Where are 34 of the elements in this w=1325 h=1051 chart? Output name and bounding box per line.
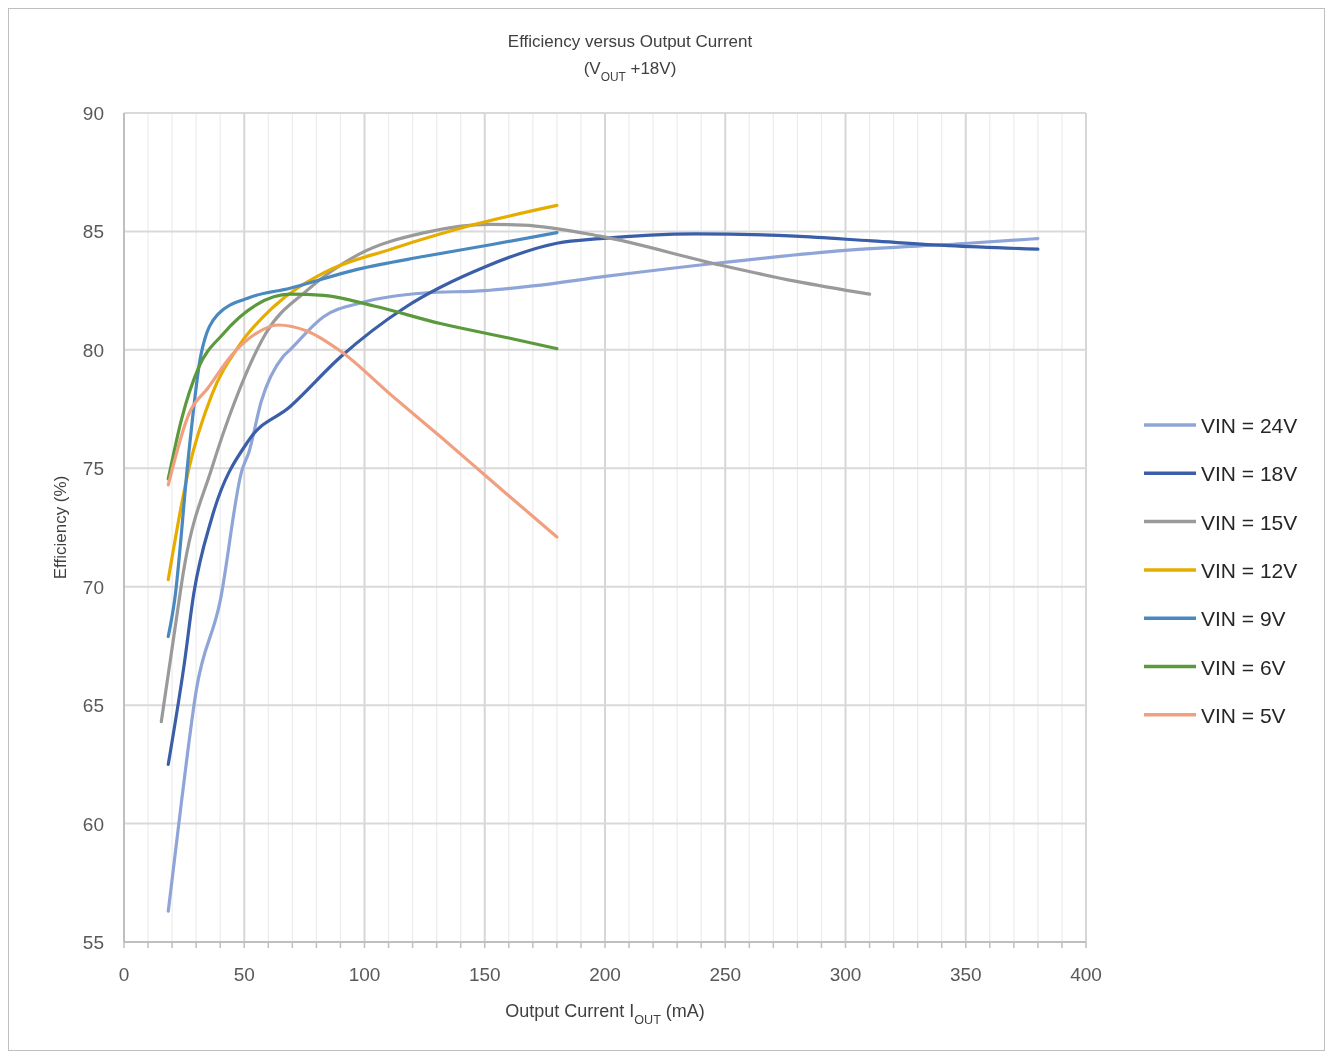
legend-label: VIN = 18V	[1201, 462, 1298, 486]
y-tick-label: 75	[82, 458, 104, 480]
x-axis-title: Output Current I$_{OUT}$ (mA)	[505, 1001, 705, 1027]
x-tick-label: 150	[468, 964, 501, 985]
line-series	[166, 232, 1040, 766]
line-series	[159, 222, 872, 724]
y-tick-label: 55	[82, 932, 104, 953]
line-series	[166, 323, 559, 539]
x-tick-label: 100	[348, 964, 381, 985]
x-tick-label: 350	[949, 964, 982, 985]
line-series	[166, 292, 559, 481]
line-series	[166, 231, 559, 639]
legend-label: VIN = 5V	[1201, 703, 1286, 727]
chart-subtitle: (V$_{OUT}$ +18V)	[583, 59, 677, 84]
legend-label: VIN = 9V	[1201, 607, 1286, 631]
x-tick-label: 200	[589, 964, 621, 985]
y-tick-label: 90	[82, 103, 104, 124]
x-tick-label: 250	[709, 964, 742, 985]
x-tick-label: 50	[233, 964, 255, 985]
x-tick-label: 300	[829, 964, 862, 985]
legend-label: VIN = 15V	[1201, 510, 1298, 534]
line-series	[166, 236, 1040, 913]
y-tick-label: 70	[82, 576, 104, 598]
y-tick-label: 60	[82, 813, 104, 835]
x-tick-label: 0	[118, 964, 130, 985]
chart-title: Efficiency versus Output Current	[507, 32, 753, 51]
legend-label: VIN = 24V	[1201, 414, 1298, 437]
x-tick-label: 400	[1070, 964, 1102, 985]
y-tick-label: 80	[82, 339, 104, 361]
y-tick-label: 85	[82, 221, 104, 243]
y-tick-label: 65	[82, 695, 104, 717]
y-axis-title: Efficiency (%)	[51, 475, 70, 580]
legend-label: VIN = 6V	[1201, 655, 1286, 679]
legend-label: VIN = 12V	[1201, 558, 1298, 582]
